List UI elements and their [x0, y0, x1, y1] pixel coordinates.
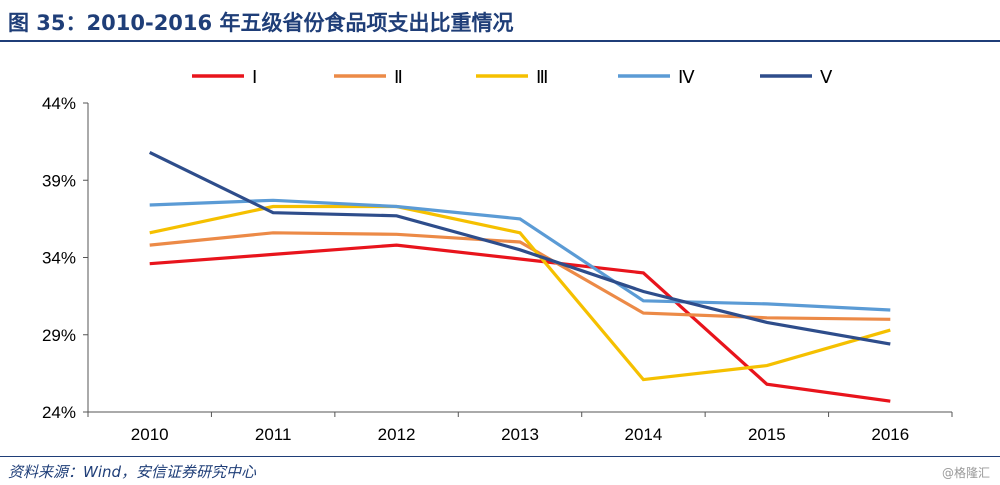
x-tick-label: 2014	[625, 425, 663, 444]
series-line-5	[148, 150, 891, 346]
legend-label-4: Ⅳ	[678, 67, 695, 87]
series-line-3	[149, 204, 891, 382]
page-title: 图 35：2010-2016 年五级省份食品项支出比重情况	[8, 11, 514, 35]
x-axis: 2010 2011 2012 2013 2014 2015 2016	[87, 411, 953, 444]
legend-label-2: Ⅱ	[394, 67, 403, 87]
series-line-2	[149, 231, 891, 321]
watermark: @格隆汇	[941, 466, 990, 480]
y-axis: 24% 29% 34% 39% 44%	[42, 94, 89, 422]
legend: Ⅰ Ⅱ Ⅲ Ⅳ Ⅴ	[192, 67, 833, 87]
x-tick-label: 2011	[255, 425, 292, 444]
title-divider	[0, 40, 1000, 42]
legend-label-3: Ⅲ	[536, 67, 548, 87]
x-tick-label: 2016	[871, 425, 909, 444]
series-line-1	[149, 243, 891, 403]
x-tick-label: 2013	[501, 425, 539, 444]
y-tick-label: 44%	[42, 94, 76, 113]
title-bar: 图 35：2010-2016 年五级省份食品项支出比重情况	[0, 0, 1000, 40]
x-tick-label: 2015	[748, 425, 786, 444]
series-line-4	[149, 198, 891, 312]
x-tick-label: 2012	[378, 425, 416, 444]
y-tick-label: 24%	[42, 403, 76, 422]
y-tick-label: 39%	[42, 171, 76, 190]
source-note: 资料来源：Wind，安信证券研究中心	[8, 463, 257, 481]
legend-label-1: Ⅰ	[252, 67, 257, 87]
series-layer	[148, 150, 891, 403]
legend-label-5: Ⅴ	[820, 67, 833, 87]
x-tick-label: 2010	[131, 425, 169, 444]
y-tick-label: 29%	[42, 326, 76, 345]
footer-divider	[0, 456, 1000, 457]
y-tick-label: 34%	[42, 249, 76, 268]
